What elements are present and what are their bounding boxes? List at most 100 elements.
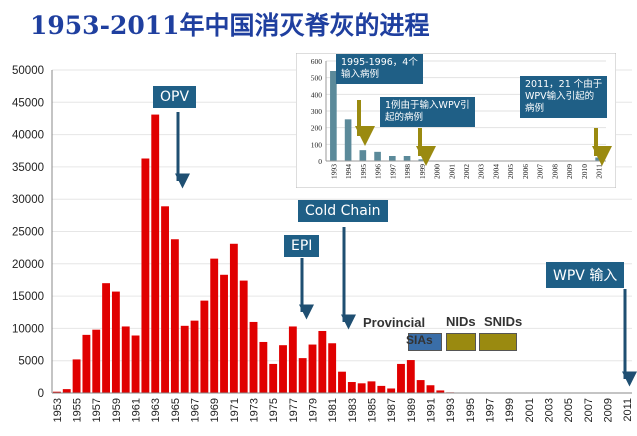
main-bar-1968 — [200, 300, 209, 393]
main-bar-1986 — [377, 385, 386, 393]
main-x-tick-label: 2005 — [563, 398, 575, 422]
main-x-tick-label: 1953 — [52, 398, 64, 422]
main-bar-1976 — [279, 345, 287, 393]
page-title: 1953-2011年中国消灭脊灰的进程 — [30, 11, 430, 40]
main-x-tick-label: 1963 — [150, 398, 162, 422]
main-bar-1989 — [406, 360, 415, 393]
main-bar-1956 — [82, 334, 91, 393]
main-bar-1972 — [239, 280, 248, 393]
main-x-tick-label: 1993 — [445, 398, 457, 422]
inset-x-tick-label: 1997 — [388, 164, 397, 179]
main-bar-1962 — [141, 158, 150, 393]
main-bar-1975 — [269, 363, 278, 393]
main-y-tick-label: 50000 — [12, 65, 44, 77]
main-y-tick-label: 20000 — [12, 259, 44, 271]
main-bar-1966 — [180, 325, 189, 393]
inset-x-tick-label: 2011 — [595, 164, 604, 179]
main-y-tick-label: 10000 — [12, 323, 44, 335]
main-y-tick-label: 45000 — [12, 97, 44, 109]
sias-label: SIAs — [406, 333, 433, 347]
main-x-tick-label: 2011 — [622, 398, 634, 422]
inset-bar-1994 — [344, 119, 352, 161]
main-bar-1982 — [338, 371, 346, 393]
main-x-tick-label: 1983 — [347, 398, 359, 422]
inset-arrows — [355, 100, 612, 166]
inset-x-tick-label: 1996 — [374, 164, 383, 179]
provincial-sia-box — [408, 333, 442, 351]
main-bar-1988 — [397, 363, 405, 393]
inset-callout-1995-line1: 1995-1996，4个 — [341, 57, 418, 68]
inset-y-tick-label: 300 — [311, 107, 323, 116]
main-bar-1955 — [72, 359, 81, 393]
main-bar-1970 — [220, 274, 228, 393]
main-x-tick-label: 1991 — [425, 398, 437, 422]
provincial-label: Provincial — [363, 315, 426, 330]
main-y-tick-label: 5000 — [18, 356, 44, 368]
snids-box — [479, 333, 517, 351]
inset-x-tick-label: 2006 — [521, 164, 530, 179]
inset-callout-2011: 2011，21 个由于 WPV输入引起的 病例 — [520, 76, 608, 118]
snids-label: SNIDs — [484, 314, 523, 329]
main-bar-1954 — [62, 389, 71, 393]
opv-label: OPV — [153, 86, 197, 108]
main-x-tick-label: 1987 — [386, 398, 398, 422]
main-x-tick-label: 2003 — [543, 398, 555, 422]
main-bar-1973 — [249, 321, 258, 393]
main-bar-1984 — [357, 383, 366, 393]
inset-x-tick-label: 2000 — [433, 164, 442, 179]
main-bar-1977 — [288, 326, 297, 393]
main-x-tick-label: 1979 — [308, 398, 320, 422]
main-x-tick-label: 2001 — [524, 398, 536, 422]
inset-x-tick-label: 2002 — [462, 164, 471, 179]
main-x-tick-label: 1959 — [111, 398, 123, 422]
main-y-tick-label: 25000 — [12, 227, 44, 239]
main-x-tick-label: 1957 — [91, 398, 103, 422]
inset-x-tick-label: 2009 — [565, 164, 574, 179]
main-bar-1961 — [131, 335, 140, 393]
inset-x-tick-label: 2004 — [491, 164, 500, 179]
main-bar-1965 — [170, 239, 179, 393]
inset-x-tick-label: 2003 — [477, 164, 486, 179]
main-bar-1985 — [367, 381, 376, 393]
main-bar-1967 — [190, 320, 199, 393]
inset-x-tick-label: 2005 — [506, 164, 515, 179]
inset-x-tick-label: 2008 — [550, 164, 559, 179]
main-bar-1964 — [161, 206, 169, 393]
main-x-tick-label: 1989 — [406, 398, 418, 422]
inset-callout-2011-line3: 病例 — [525, 103, 545, 114]
main-bar-1958 — [102, 283, 110, 393]
inset-callout-2011-line2: WPV输入引起的 — [525, 91, 595, 102]
inset-bar-1995 — [359, 150, 367, 161]
main-x-tick-label: 1961 — [131, 398, 143, 422]
main-y-tick-label: 40000 — [12, 130, 44, 142]
main-bar-1971 — [229, 243, 238, 393]
main-x-tick-label: 1969 — [209, 398, 221, 422]
main-bar-1980 — [318, 330, 327, 393]
main-bar-1974 — [259, 341, 268, 393]
main-x-tick-label: 1985 — [366, 398, 378, 422]
main-x-tick-label: 2007 — [583, 398, 595, 422]
main-bar-1991 — [426, 385, 435, 393]
main-bar-1981 — [328, 343, 337, 393]
main-x-tick-label: 1975 — [268, 398, 280, 422]
inset-x-tick-label: 1995 — [359, 164, 368, 179]
main-y-tick-label: 35000 — [12, 162, 44, 174]
inset-bar-1998 — [403, 156, 411, 161]
main-bar-1992 — [436, 390, 445, 393]
main-y-axis: 0500010000150002000025000300003500040000… — [12, 65, 632, 400]
inset-callout-2011-line1: 2011，21 个由于 — [525, 79, 603, 90]
inset-y-axis: 0 100 200 300 400 500 600 — [311, 57, 606, 166]
main-x-tick-label: 1997 — [484, 398, 496, 422]
main-x-axis: 1953 1955 1957 1959 1961 1963 1965 1967 1969 1971… — [52, 398, 634, 422]
main-bar-1957 — [92, 329, 101, 393]
inset-bar-1997 — [389, 156, 396, 161]
inset-x-tick-label: 2010 — [580, 164, 589, 179]
main-x-tick-label: 1977 — [288, 398, 300, 422]
main-x-tick-label: 1973 — [249, 398, 261, 422]
cold-chain-label: Cold Chain — [298, 200, 388, 222]
main-y-tick-label: 0 — [38, 388, 44, 400]
inset-x-tick-label: 2001 — [447, 164, 456, 179]
main-bar-1953 — [52, 391, 61, 393]
nids-label: NIDs — [446, 314, 476, 329]
main-bar-1983 — [347, 382, 356, 393]
